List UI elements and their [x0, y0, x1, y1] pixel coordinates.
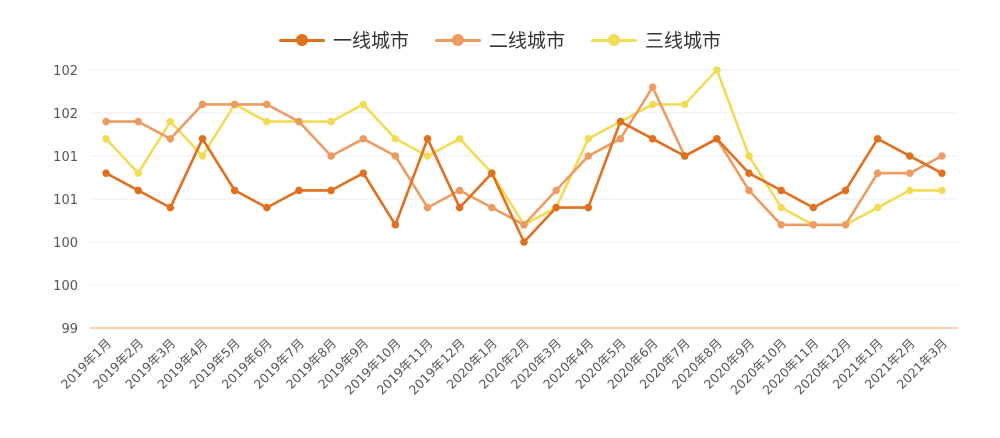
data-point: [841, 186, 850, 195]
series-line: [104, 68, 944, 227]
data-point: [391, 135, 400, 143]
data-point: [841, 221, 850, 229]
legend-item-tier2[interactable]: 二线城市: [434, 26, 565, 53]
data-point: [745, 169, 753, 177]
data-point: [584, 203, 593, 212]
data-point: [263, 203, 271, 212]
y-tick-label: 102: [53, 107, 78, 122]
data-point: [134, 117, 143, 126]
data-point: [680, 152, 689, 160]
legend-label: 三线城市: [645, 30, 722, 52]
y-tick-label: 101: [53, 193, 78, 208]
legend-marker-icon: [278, 30, 325, 50]
data-point: [713, 66, 721, 74]
data-point: [905, 169, 914, 177]
data-point: [520, 238, 528, 246]
data-point: [584, 135, 593, 143]
data-point: [938, 152, 946, 160]
y-tick-label: 102: [53, 64, 78, 79]
data-point: [488, 169, 496, 177]
data-point: [198, 135, 207, 143]
data-point: [230, 100, 239, 109]
y-tick-label: 99: [61, 322, 78, 337]
data-point: [873, 135, 882, 143]
legend-label: 一线城市: [332, 30, 409, 52]
data-point: [102, 117, 110, 126]
data-point: [166, 203, 175, 212]
legend: 一线城市 二线城市 三线城市: [0, 26, 1000, 53]
data-point: [102, 169, 110, 177]
data-point: [938, 169, 946, 177]
data-point: [263, 117, 271, 126]
legend-label: 二线城市: [488, 30, 565, 52]
data-point: [327, 152, 335, 160]
data-point: [809, 221, 818, 229]
data-point: [520, 221, 528, 229]
data-point: [873, 169, 882, 177]
y-tick-label: 100: [53, 279, 78, 294]
data-point: [745, 152, 753, 160]
data-point: [680, 100, 689, 109]
data-point: [552, 186, 560, 195]
data-point: [777, 221, 785, 229]
legend-marker-icon: [434, 30, 481, 50]
data-point: [616, 117, 625, 126]
data-point: [423, 152, 432, 160]
data-point: [584, 152, 593, 160]
legend-marker-icon: [591, 30, 637, 50]
data-point: [391, 152, 400, 160]
data-point: [648, 83, 657, 91]
data-point: [391, 221, 400, 229]
data-point: [423, 203, 432, 212]
legend-item-tier3[interactable]: 三线城市: [591, 26, 721, 53]
data-point: [327, 117, 335, 126]
data-point: [648, 135, 657, 143]
data-point: [488, 203, 496, 212]
data-point: [552, 203, 560, 212]
data-point: [166, 117, 175, 126]
data-point: [198, 100, 207, 109]
data-point: [905, 186, 914, 195]
data-point: [230, 186, 239, 195]
data-point: [423, 135, 432, 143]
y-tick-label: 100: [53, 236, 78, 251]
data-point: [905, 152, 914, 160]
data-point: [263, 100, 271, 109]
data-point: [102, 135, 110, 143]
data-point: [648, 100, 657, 109]
data-point: [359, 169, 368, 177]
y-tick-label: 101: [53, 150, 78, 165]
data-point: [809, 203, 818, 212]
data-point: [359, 135, 368, 143]
data-point: [873, 203, 882, 212]
data-point: [134, 169, 143, 177]
data-point: [713, 135, 721, 143]
data-point: [359, 100, 368, 109]
data-point: [455, 135, 464, 143]
data-point: [295, 186, 303, 195]
data-point: [777, 203, 785, 212]
data-point: [616, 135, 625, 143]
data-point: [777, 186, 785, 195]
data-point: [455, 186, 464, 195]
data-point: [295, 117, 303, 126]
data-point: [745, 186, 753, 195]
data-point: [134, 186, 143, 195]
data-point: [166, 135, 175, 143]
data-point: [327, 186, 335, 195]
legend-item-tier1[interactable]: 一线城市: [278, 26, 409, 53]
data-point: [938, 186, 946, 195]
data-point: [198, 152, 207, 160]
data-point: [455, 203, 464, 212]
